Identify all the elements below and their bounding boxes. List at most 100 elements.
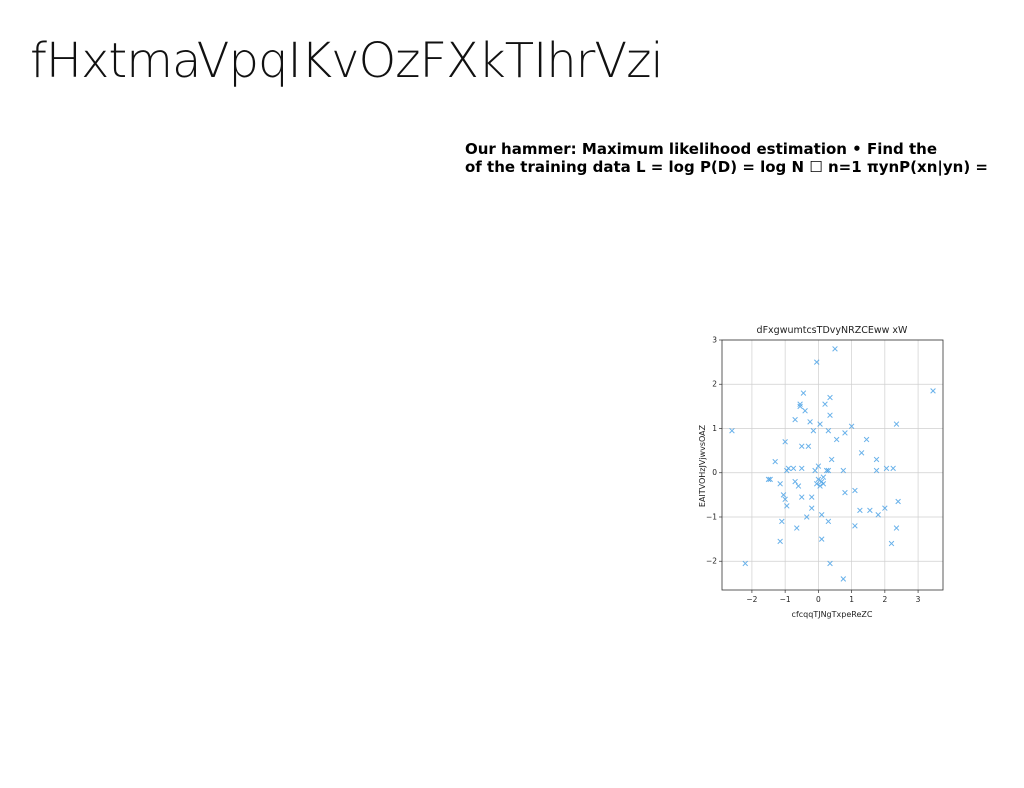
data-point xyxy=(767,476,773,483)
body-text: Our hammer: Maximum likelihood estimatio… xyxy=(465,140,1024,176)
x-tick-label: −1 xyxy=(780,595,791,604)
chart-title: dFxgwumtcsTDvyNRZCEww xW xyxy=(757,325,908,336)
data-point xyxy=(832,346,838,352)
data-point xyxy=(810,427,817,434)
data-point xyxy=(825,427,832,434)
data-point xyxy=(802,408,808,414)
data-point xyxy=(842,430,848,436)
axis-ticks: −2 −1 0 1 2 3 −2 −1 0 1 2 3 xyxy=(706,336,921,605)
data-point xyxy=(799,494,805,500)
data-point xyxy=(815,463,822,469)
data-point xyxy=(782,496,788,503)
x-tick-label: −2 xyxy=(746,595,757,604)
data-point xyxy=(792,478,798,485)
data-point xyxy=(828,456,835,463)
data-point xyxy=(792,416,798,423)
data-point xyxy=(833,436,840,443)
scatter-chart: dFxgwumtcsTDvyNRZCEww xW cfcqqTJNgTxpeRe… xyxy=(690,318,960,628)
data-point xyxy=(893,421,900,427)
data-point xyxy=(827,560,833,567)
x-tick-label: 2 xyxy=(882,595,887,604)
data-point xyxy=(820,474,827,480)
y-tick-label: 3 xyxy=(712,336,717,345)
data-point xyxy=(815,476,822,483)
data-point xyxy=(930,388,936,394)
data-point xyxy=(777,481,783,487)
x-tick-label: 3 xyxy=(916,595,921,604)
data-points xyxy=(729,346,936,582)
scatter-chart-svg: dFxgwumtcsTDvyNRZCEww xW cfcqqTJNgTxpeRe… xyxy=(698,325,944,619)
y-tick-label: 2 xyxy=(712,380,717,389)
data-point xyxy=(772,458,778,465)
body-text-line: Our hammer: Maximum likelihood estimatio… xyxy=(465,140,938,158)
data-point xyxy=(808,494,815,500)
data-point xyxy=(803,514,810,520)
data-point xyxy=(790,465,797,472)
data-point xyxy=(882,505,888,511)
data-point xyxy=(779,518,785,525)
data-point xyxy=(817,421,823,427)
data-point xyxy=(895,498,901,505)
data-point xyxy=(795,483,802,489)
data-point xyxy=(827,412,833,418)
data-point xyxy=(875,512,881,518)
data-point xyxy=(867,507,873,514)
data-point xyxy=(857,507,863,514)
data-point xyxy=(893,525,900,531)
data-point xyxy=(842,489,848,496)
data-point xyxy=(785,465,792,472)
data-point xyxy=(794,525,800,531)
data-point xyxy=(822,401,828,407)
data-point xyxy=(818,512,825,518)
y-tick-label: −2 xyxy=(706,557,717,566)
data-point xyxy=(888,540,895,547)
x-tick-label: 1 xyxy=(849,595,854,604)
data-point xyxy=(825,467,832,474)
data-point xyxy=(840,576,847,582)
y-tick-label: 0 xyxy=(712,468,717,477)
data-point xyxy=(777,538,783,545)
body-text-line: of the training data L = log P(D) = log … xyxy=(465,158,988,176)
data-point xyxy=(848,423,855,430)
data-point xyxy=(863,436,870,443)
data-point xyxy=(873,467,880,474)
data-point xyxy=(742,560,749,567)
data-point xyxy=(805,443,812,449)
data-point xyxy=(807,419,813,425)
grid-lines xyxy=(722,339,943,590)
y-tick-label: −1 xyxy=(706,512,717,521)
data-point xyxy=(780,492,787,498)
data-point xyxy=(782,439,788,445)
data-point xyxy=(873,456,880,463)
data-point xyxy=(800,390,807,396)
slide-title: fHxtmaVpqIKvOzFXkTIhrVzi xyxy=(30,33,664,89)
data-point xyxy=(765,476,772,483)
data-point xyxy=(729,427,735,434)
data-point xyxy=(784,503,790,509)
data-point xyxy=(799,443,805,449)
plot-frame xyxy=(721,339,944,591)
data-point xyxy=(808,505,815,511)
y-axis-label: EAITVOHzJVjwvsOAZ xyxy=(698,424,707,507)
data-point xyxy=(852,523,858,529)
data-point xyxy=(818,536,825,542)
data-point xyxy=(840,467,847,474)
y-tick-label: 1 xyxy=(712,424,717,433)
data-point xyxy=(799,465,805,472)
data-point xyxy=(852,487,858,494)
data-point xyxy=(827,394,833,401)
data-point xyxy=(813,481,820,487)
x-tick-label: 0 xyxy=(816,595,821,604)
data-point xyxy=(812,467,818,474)
data-point xyxy=(890,465,896,472)
data-point xyxy=(797,403,803,410)
data-point xyxy=(825,518,832,525)
data-point xyxy=(813,359,820,365)
data-point xyxy=(817,483,823,489)
data-point xyxy=(797,401,803,407)
x-axis-label: cfcqqTJNgTxpeReZC xyxy=(792,610,873,619)
data-point xyxy=(820,481,827,487)
data-point xyxy=(823,467,830,474)
data-point xyxy=(883,465,890,472)
data-point xyxy=(858,450,865,456)
